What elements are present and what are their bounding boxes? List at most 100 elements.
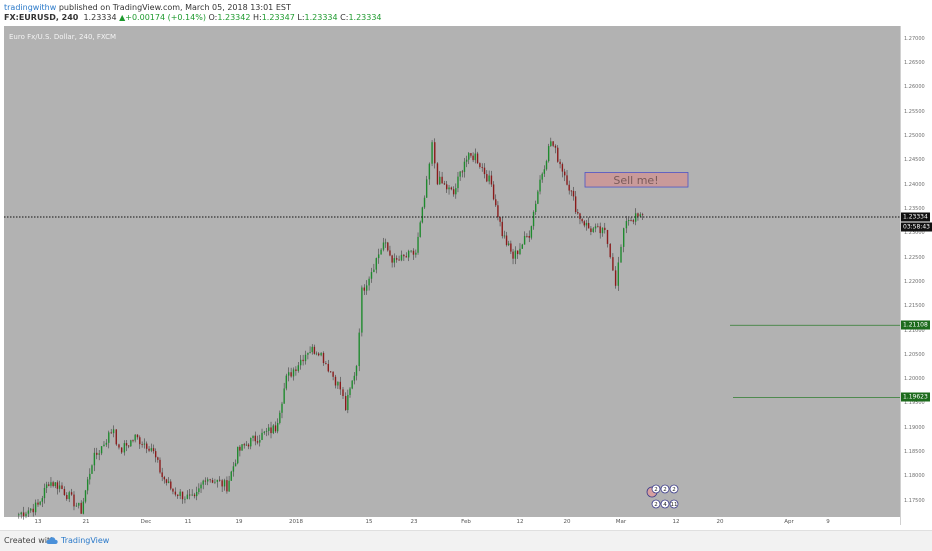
candle-bull [351, 380, 353, 389]
candle-bull [537, 191, 539, 204]
candle-bull [93, 452, 96, 466]
candle-bear [115, 429, 117, 445]
price-tick-label: 1.22500 [904, 254, 925, 261]
price-tick-label: 1.17500 [904, 497, 925, 504]
candle-bull [241, 444, 243, 451]
event-badge [651, 499, 661, 509]
candle-bull [54, 482, 56, 487]
candle-bear [63, 488, 66, 495]
event-badge-count: 4 [663, 502, 667, 508]
candle-bear [470, 153, 472, 156]
candle-bear [577, 212, 579, 214]
candle-bear [597, 226, 599, 228]
candle-bear [606, 230, 609, 244]
time-tick-label: Mar [615, 519, 627, 525]
candle-bull [380, 249, 382, 255]
candle-bull [216, 479, 219, 482]
candle-bull [288, 372, 290, 376]
candle-bull [508, 243, 510, 246]
candle-bull [377, 254, 380, 259]
candle-bear [412, 250, 415, 255]
candle-bear [132, 440, 134, 442]
candle-bear [479, 163, 481, 167]
tradingview-cloud-icon [46, 537, 58, 544]
price-tick-label: 1.25500 [904, 108, 925, 115]
price-tick-label: 1.25000 [904, 132, 925, 139]
candle-bear [632, 220, 635, 222]
candle-bear [568, 184, 570, 191]
candle-bull [463, 161, 466, 172]
candle-bear [443, 183, 446, 185]
candle-bull [347, 394, 349, 411]
candle-bear [139, 437, 141, 445]
candle-bull [58, 485, 61, 489]
high-label: H: [253, 13, 262, 22]
change-up-arrow-icon: ▲ [119, 13, 126, 22]
candle-bull [448, 187, 450, 190]
candle-bull [234, 463, 237, 467]
candle-bear [157, 457, 159, 460]
candle-bull [105, 442, 108, 445]
candle-bear [313, 346, 316, 354]
candle-bear [481, 166, 483, 168]
candle-bear [290, 372, 292, 377]
candle-bull [592, 228, 594, 232]
candle-bull [547, 146, 550, 162]
candle-bear [37, 502, 39, 505]
candle-bear [483, 167, 486, 175]
low-label: L: [297, 13, 305, 22]
price-axis[interactable] [900, 26, 932, 525]
candle-bear [177, 494, 179, 496]
price-tick-label: 1.21000 [904, 327, 925, 334]
candle-bull [198, 488, 200, 492]
candle-bull [30, 508, 32, 511]
time-tick-label: 12 [516, 519, 524, 525]
candle-bear [302, 359, 304, 362]
candle-bear [219, 479, 221, 481]
candle-bull [519, 248, 521, 255]
candle-bull [455, 188, 457, 195]
candle-bear [274, 425, 277, 432]
candle-bull [285, 375, 288, 389]
candle-bear [70, 492, 73, 495]
low-value: 1.23334 [304, 13, 338, 22]
candle-bull [521, 244, 523, 249]
tradingview-brand-link[interactable]: TradingView [61, 536, 110, 545]
sell-annotation-text: Sell me! [613, 174, 658, 187]
symbol: FX:EURUSD, 240 [4, 13, 79, 22]
candle-bear [159, 459, 161, 473]
event-badge [669, 499, 679, 509]
candle-bull [465, 159, 468, 162]
candle-bull [431, 142, 433, 164]
candle-bull [276, 422, 279, 432]
candle-bear [325, 363, 327, 364]
chart-plot-area[interactable] [4, 26, 900, 525]
candle-bear [450, 187, 453, 190]
candle-bear [590, 228, 592, 232]
price-tick-label: 1.24000 [904, 181, 925, 188]
price-tick-label: 1.23000 [904, 230, 925, 237]
candle-bear [327, 363, 330, 372]
candle-bear [256, 441, 259, 443]
event-badge [651, 484, 661, 494]
candle-bull [514, 250, 517, 259]
candle-bear [80, 502, 82, 514]
candle-bull [223, 480, 226, 487]
candle-bull [230, 471, 232, 481]
candle-bull [523, 235, 526, 245]
author-link[interactable]: tradingwithw [4, 3, 57, 12]
candle-bull [103, 444, 105, 447]
sell-annotation-box [584, 172, 689, 188]
candle-bear [495, 199, 497, 206]
time-tick-label: 23 [410, 519, 418, 525]
time-axis[interactable] [4, 517, 900, 527]
candles-layer [18, 137, 644, 520]
candle-bull [541, 173, 543, 180]
candle-bull [539, 179, 541, 192]
time-tick-label: 11 [184, 519, 192, 525]
candle-bear [499, 217, 501, 222]
candle-bear [599, 226, 601, 234]
candle-bull [98, 453, 100, 455]
candle-bull [393, 258, 395, 263]
price-tick-label: 1.18000 [904, 473, 925, 480]
